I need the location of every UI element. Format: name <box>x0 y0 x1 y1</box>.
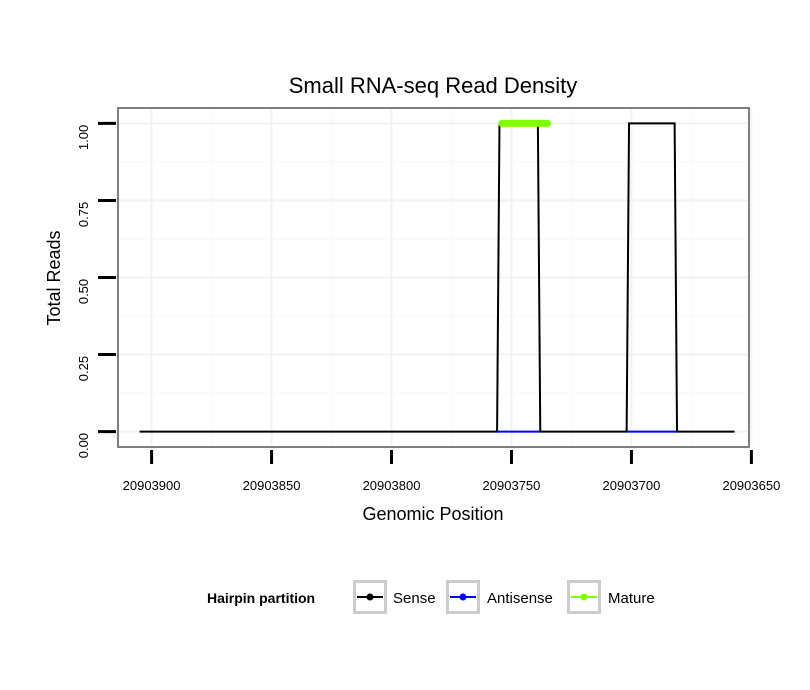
x-tick-label: 20903750 <box>483 478 541 493</box>
x-tick-label: 20903900 <box>123 478 181 493</box>
y-tick-label: 1.00 <box>76 125 91 150</box>
legend-label-sense: Sense <box>393 590 436 607</box>
legend-key-point-mature <box>580 593 588 601</box>
legend-label-mature: Mature <box>608 590 655 607</box>
chart-title: Small RNA-seq Read Density <box>289 73 578 98</box>
x-tick-label: 20903800 <box>363 478 421 493</box>
x-tick-label: 20903850 <box>243 478 301 493</box>
plot-border <box>117 107 750 448</box>
legend-key-point-antisense <box>459 593 467 601</box>
x-tick-label: 20903700 <box>603 478 661 493</box>
series-mature-point <box>543 119 551 127</box>
x-axis-title: Genomic Position <box>362 504 503 524</box>
y-tick-label: 0.00 <box>76 433 91 458</box>
legend: Hairpin partition Sense Antisense Mature <box>207 580 655 614</box>
series-sense-line <box>139 122 735 433</box>
y-tick-label: 0.25 <box>76 356 91 381</box>
x-axis: 20903900 20903850 20903800 20903750 20903700… <box>123 450 780 493</box>
legend-title: Hairpin partition <box>207 590 315 606</box>
y-tick-label: 0.75 <box>76 202 91 227</box>
series-layer <box>139 119 735 433</box>
y-tick-label: 0.50 <box>76 279 91 304</box>
legend-key-point-sense <box>366 593 374 601</box>
x-tick-label: 20903650 <box>722 478 780 493</box>
y-axis-title: Total Reads <box>44 230 64 325</box>
legend-label-antisense: Antisense <box>487 590 553 607</box>
series-mature-point <box>498 119 506 127</box>
y-axis: 0.00 0.25 0.50 0.75 1.00 <box>76 121 116 458</box>
